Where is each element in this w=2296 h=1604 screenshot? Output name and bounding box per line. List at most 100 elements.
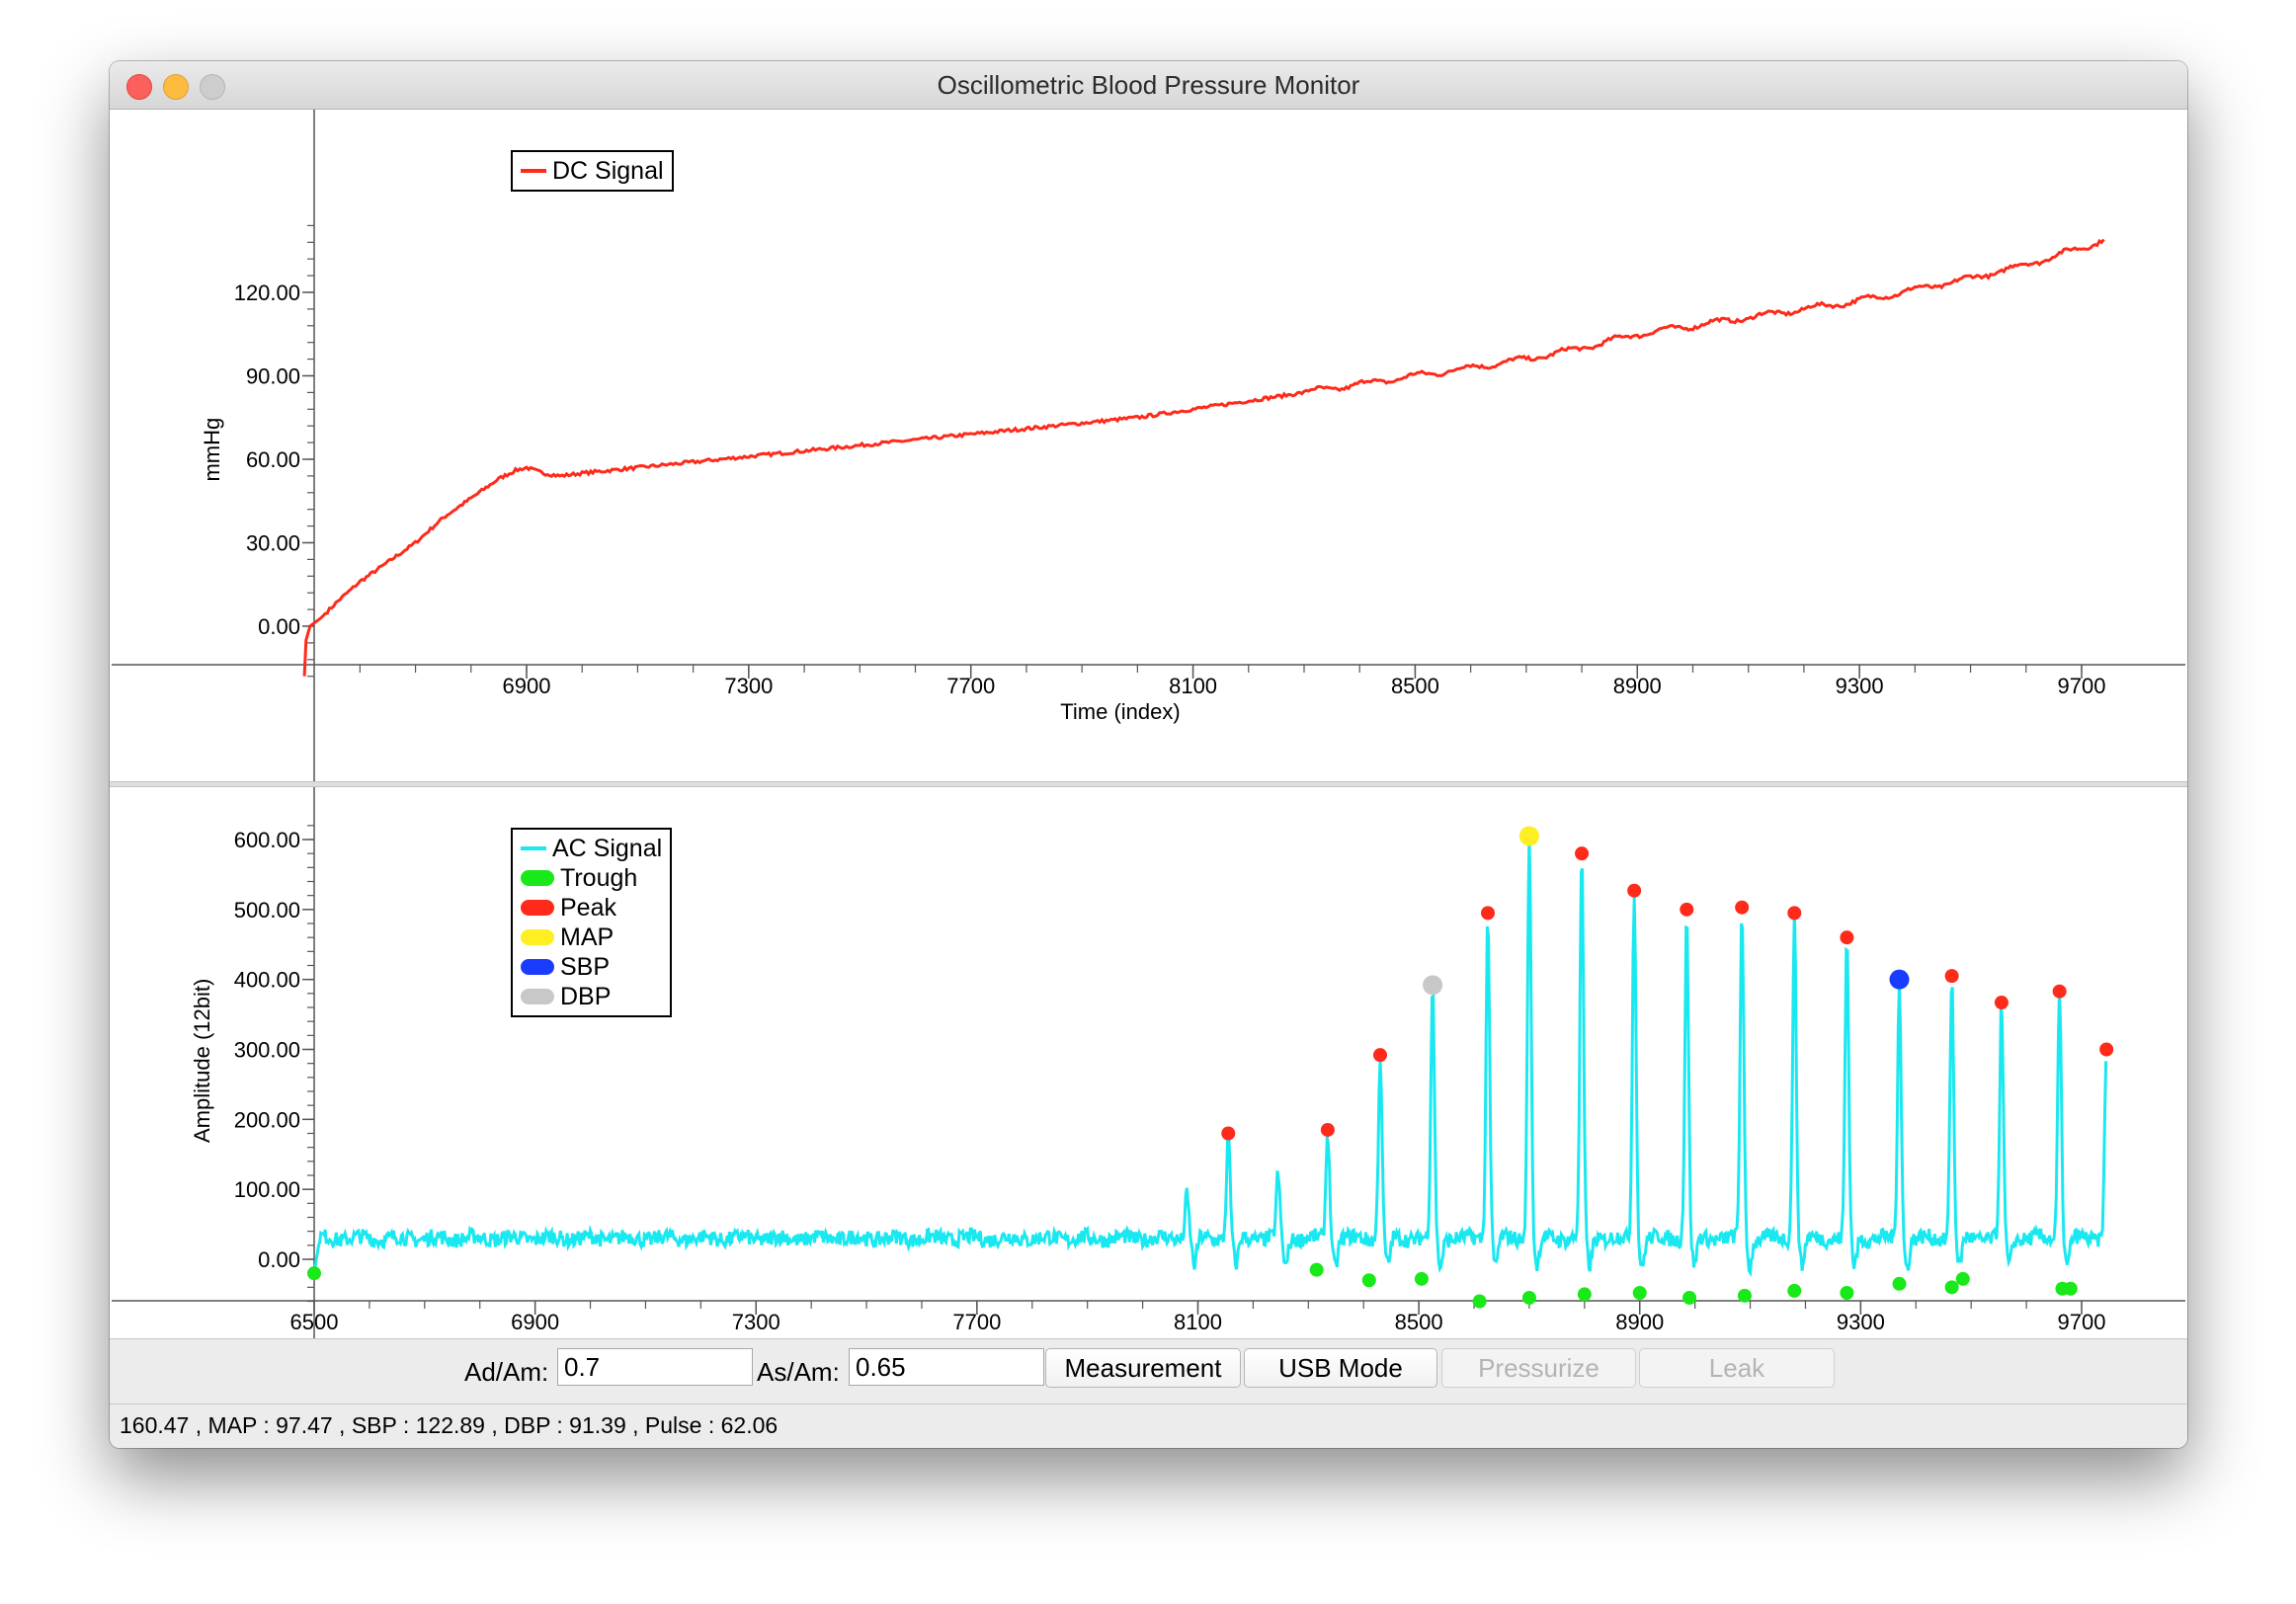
x-tick-label: 9700 xyxy=(2058,674,2106,698)
ac-signal-legend-swatch xyxy=(521,846,546,850)
peak-marker xyxy=(2052,984,2067,999)
peak-marker xyxy=(1481,906,1496,921)
y-tick-label: 120.00 xyxy=(234,281,300,305)
trough-marker xyxy=(307,1266,321,1281)
x-tick-label: 8500 xyxy=(1391,674,1439,698)
y-tick-label: 0.00 xyxy=(258,1247,300,1272)
window-title: Oscillometric Blood Pressure Monitor xyxy=(937,70,1360,100)
ac-signal-plot-panel: 6500 6900 7300 7700 8100 8500 8900 9300 9700 0.00… xyxy=(110,787,2187,1400)
x-tick-label: 7300 xyxy=(724,674,773,698)
control-bar: Ad/Am: As/Am: Measurement USB Mode Press… xyxy=(110,1338,2187,1404)
panel-divider[interactable] xyxy=(110,781,2187,787)
peak-marker xyxy=(1840,930,1854,945)
dbp-legend-swatch xyxy=(521,989,554,1004)
peak-marker xyxy=(1575,846,1590,861)
x-tick-label: 7300 xyxy=(732,1310,780,1334)
peak-marker xyxy=(1320,1122,1335,1137)
trough-marker xyxy=(1787,1283,1802,1298)
x-tick-label: 9700 xyxy=(2058,1310,2106,1334)
legend-label-trough: Trough xyxy=(560,863,638,892)
trough-marker xyxy=(1309,1262,1324,1277)
y-tick-label: 30.00 xyxy=(246,531,300,556)
ac-signal-line xyxy=(312,831,2108,1278)
trough-marker xyxy=(1361,1273,1376,1288)
trough-marker xyxy=(1737,1288,1752,1303)
trough-marker xyxy=(1892,1276,1907,1291)
peak-marker xyxy=(1372,1048,1387,1063)
y-tick-label: 500.00 xyxy=(234,898,300,922)
trough-marker xyxy=(2063,1281,2078,1296)
x-tick-label: 6900 xyxy=(503,674,551,698)
x-tick-label: 9300 xyxy=(1837,1310,1885,1334)
map-marker xyxy=(1518,826,1539,846)
legend-label-peak: Peak xyxy=(560,893,616,922)
zoom-window-button[interactable] xyxy=(200,74,225,100)
legend-item-sbp: SBP xyxy=(521,952,662,982)
trough-marker xyxy=(1472,1294,1487,1309)
usb-mode-button[interactable]: USB Mode xyxy=(1244,1348,1437,1388)
x-tick-label: 6500 xyxy=(290,1310,339,1334)
dc-chart-legend: DC Signal xyxy=(511,150,674,192)
legend-item-ac-signal: AC Signal xyxy=(521,834,662,863)
ac-signal-chart: 6500 6900 7300 7700 8100 8500 8900 9300 9700 0.00… xyxy=(112,787,2185,1400)
y-axis-title: Amplitude (12bit) xyxy=(190,979,214,1143)
minimize-window-button[interactable] xyxy=(163,74,189,100)
x-tick-label: 6900 xyxy=(511,1310,559,1334)
ac-chart-legend: AC Signal Trough Peak MAP SBP DBP xyxy=(511,828,673,1017)
trough-marker xyxy=(1577,1287,1592,1302)
trough-legend-swatch xyxy=(521,870,554,886)
trough-marker xyxy=(1414,1271,1429,1286)
sbp-legend-swatch xyxy=(521,959,554,975)
peak-marker xyxy=(1735,900,1750,915)
y-tick-label: 600.00 xyxy=(234,828,300,852)
as-am-label: As/Am: xyxy=(757,1357,840,1387)
leak-button[interactable]: Leak xyxy=(1639,1348,1835,1388)
legend-item-trough: Trough xyxy=(521,863,662,893)
trough-marker xyxy=(1632,1286,1647,1300)
x-axis-title: Time (index) xyxy=(1060,699,1180,724)
x-tick-label: 9300 xyxy=(1836,674,1884,698)
app-window: Oscillometric Blood Pressure Monitor 690… xyxy=(110,61,2187,1448)
peak-marker xyxy=(1221,1126,1236,1141)
map-legend-swatch xyxy=(521,929,554,945)
peak-marker xyxy=(1627,883,1642,898)
title-bar: Oscillometric Blood Pressure Monitor xyxy=(110,61,2187,110)
y-tick-label: 90.00 xyxy=(246,364,300,389)
legend-label-ac-signal: AC Signal xyxy=(552,834,663,862)
x-tick-label: 8100 xyxy=(1169,674,1217,698)
trough-marker xyxy=(1682,1290,1697,1305)
legend-label-dc-signal: DC Signal xyxy=(552,156,664,185)
legend-label-map: MAP xyxy=(560,922,615,951)
as-am-input[interactable] xyxy=(849,1348,1044,1386)
peak-marker xyxy=(1787,906,1802,921)
dc-signal-legend-swatch xyxy=(521,169,546,173)
peak-marker xyxy=(2099,1042,2114,1057)
legend-label-dbp: DBP xyxy=(560,982,612,1010)
trough-marker xyxy=(1521,1290,1536,1305)
dbp-marker xyxy=(1423,975,1443,996)
peak-marker xyxy=(1680,902,1694,917)
x-tick-label: 8500 xyxy=(1395,1310,1443,1334)
y-tick-label: 0.00 xyxy=(258,614,300,639)
legend-item-dbp: DBP xyxy=(521,982,662,1011)
sbp-marker xyxy=(1889,969,1910,990)
y-tick-label: 400.00 xyxy=(234,968,300,993)
y-tick-label: 200.00 xyxy=(234,1107,300,1132)
trough-marker xyxy=(1840,1286,1854,1300)
ad-am-input[interactable] xyxy=(557,1348,753,1386)
x-tick-label: 7700 xyxy=(952,1310,1001,1334)
x-tick-label: 8900 xyxy=(1615,1310,1664,1334)
y-axis-title: mmHg xyxy=(200,418,224,482)
y-tick-label: 300.00 xyxy=(234,1038,300,1063)
peak-marker xyxy=(1944,969,1959,984)
legend-item-peak: Peak xyxy=(521,893,662,922)
y-tick-label: 60.00 xyxy=(246,447,300,472)
dc-signal-line xyxy=(302,238,2105,677)
dc-signal-chart: 6900 7300 7700 8100 8500 8900 9300 9700 0.00 30.0… xyxy=(112,110,2185,781)
pressurize-button[interactable]: Pressurize xyxy=(1441,1348,1636,1388)
close-window-button[interactable] xyxy=(126,74,152,100)
peak-marker xyxy=(1994,996,2009,1010)
status-bar: 160.47 , MAP : 97.47 , SBP : 122.89 , DB… xyxy=(110,1404,2187,1448)
measurement-button[interactable]: Measurement xyxy=(1045,1348,1241,1388)
peak-legend-swatch xyxy=(521,900,554,916)
